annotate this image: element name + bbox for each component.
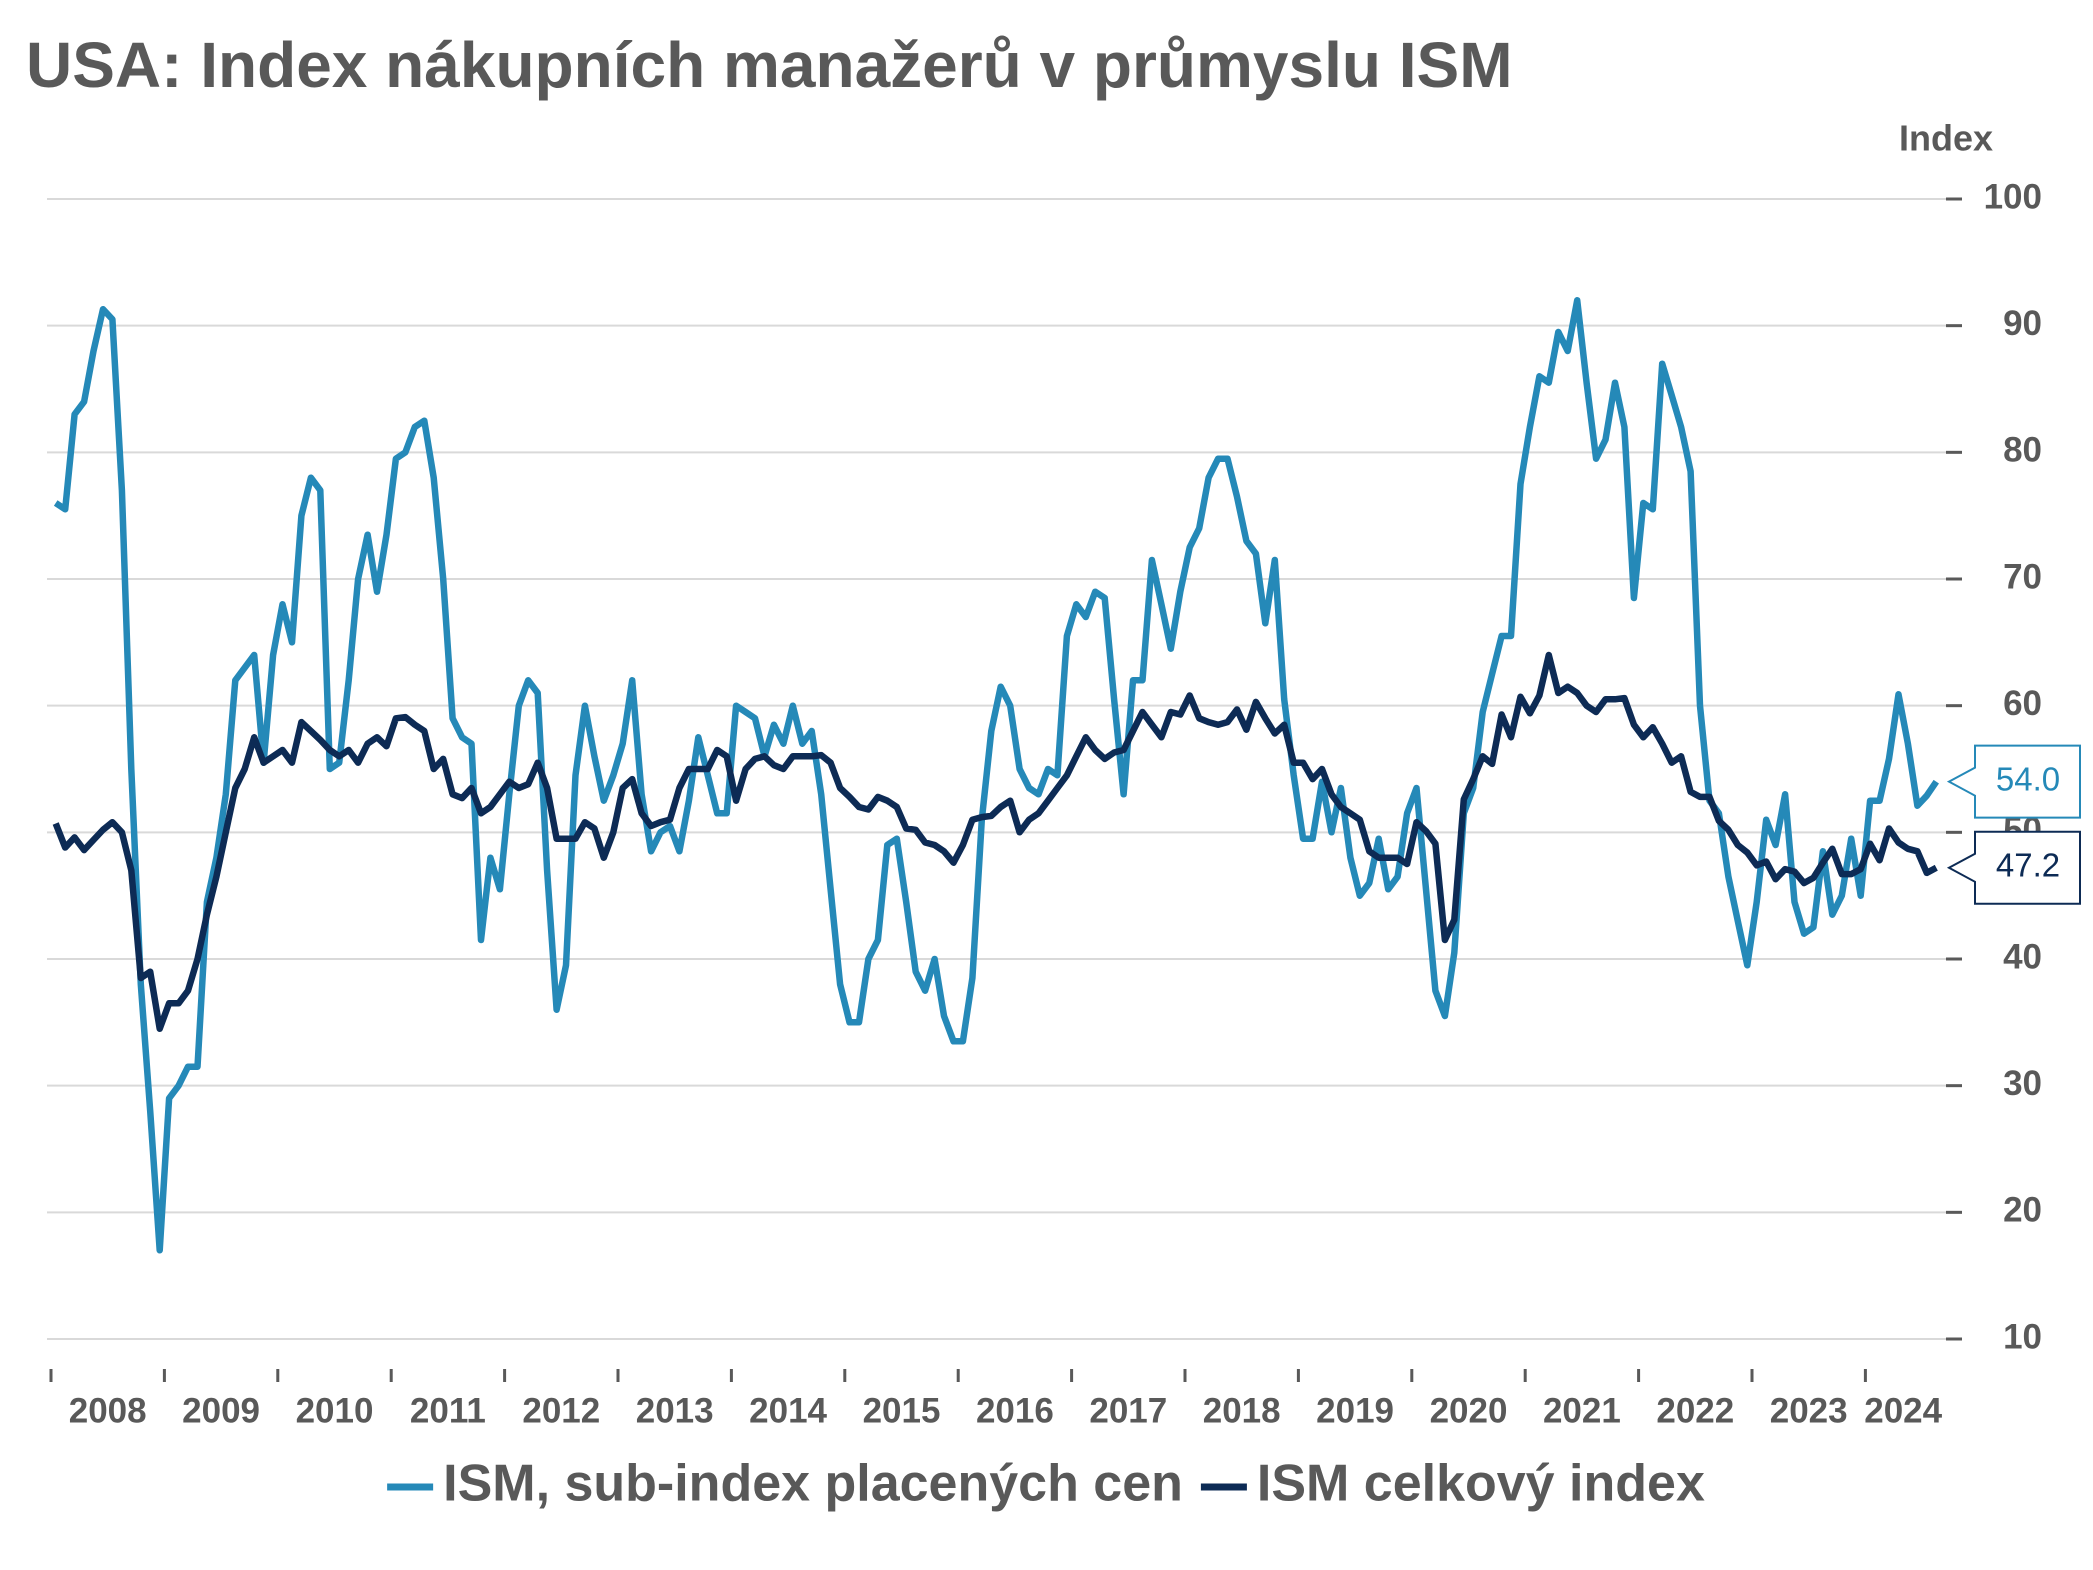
x-tick-label: 2019 [1316, 1391, 1394, 1430]
x-tick-label: 2015 [863, 1391, 941, 1430]
y-tick-label: 90 [2003, 304, 2042, 343]
series-line [53, 297, 1939, 1254]
y-tick-label: 30 [2003, 1064, 2042, 1103]
x-tick-label: 2008 [69, 1391, 147, 1430]
legend-label: ISM celkový index [1257, 1455, 1705, 1513]
y-tick-label: 20 [2003, 1191, 2042, 1230]
y-tick-label: 80 [2003, 431, 2042, 470]
x-tick-label: 2024 [1864, 1391, 1942, 1430]
end-label-box [1946, 744, 2081, 819]
end-label: 54.0 [1996, 760, 2060, 797]
end-label-box [1946, 830, 2081, 905]
x-tick-label: 2018 [1203, 1391, 1281, 1430]
x-tick-label: 2009 [182, 1391, 260, 1430]
series-line [52, 651, 1938, 1032]
chart-title: USA: Index nákupních manažerů v průmyslu… [26, 29, 1513, 101]
x-tick-label: 2012 [522, 1391, 600, 1430]
legend-label: ISM, sub-index placených cen [443, 1455, 1183, 1513]
x-tick-label: 2016 [976, 1391, 1054, 1430]
y-axis-title: Index [1899, 118, 1993, 159]
y-tick-label: 40 [2003, 937, 2042, 976]
y-tick-label: 70 [2003, 557, 2042, 596]
x-tick-label: 2023 [1770, 1391, 1848, 1430]
x-tick-label: 2017 [1089, 1391, 1167, 1430]
y-tick-label: 100 [1984, 177, 2042, 216]
y-tick-label: 60 [2003, 684, 2042, 723]
x-tick-label: 2021 [1543, 1391, 1621, 1430]
x-tick-label: 2013 [636, 1391, 714, 1430]
end-label: 47.2 [1996, 847, 2060, 884]
x-tick-label: 2011 [410, 1391, 486, 1430]
x-tick-label: 2020 [1430, 1391, 1508, 1430]
x-tick-label: 2010 [296, 1391, 374, 1430]
y-tick-label: 10 [2003, 1317, 2042, 1356]
x-tick-label: 2022 [1656, 1391, 1734, 1430]
x-tick-label: 2014 [749, 1391, 827, 1430]
